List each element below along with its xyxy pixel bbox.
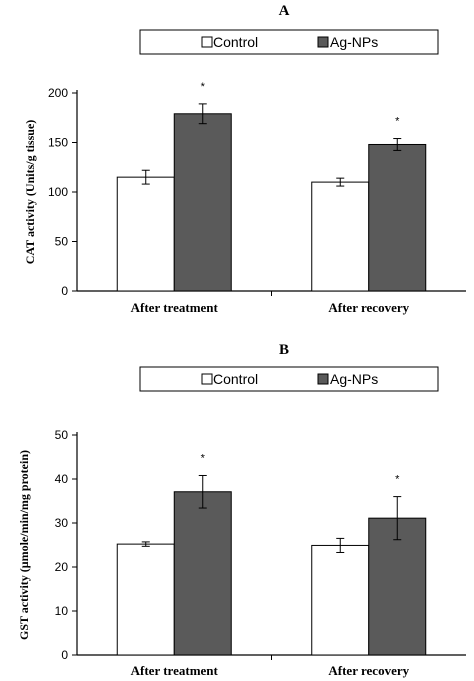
- y-tick-label: 0: [61, 648, 68, 662]
- significance-marker: *: [201, 81, 206, 93]
- significance-marker: *: [201, 452, 206, 464]
- legend-label: Ag-NPs: [330, 371, 378, 387]
- x-category-label: After treatment: [131, 300, 219, 315]
- bar-control: [116, 543, 175, 656]
- legend: Control Ag-NPs: [139, 366, 439, 392]
- x-category-label: After recovery: [328, 663, 409, 678]
- y-tick-label: 40: [55, 472, 69, 486]
- bar-ag-nps: [173, 491, 232, 656]
- legend-box: [139, 366, 439, 392]
- legend-box: [139, 29, 439, 55]
- y-tick-label: 30: [55, 516, 69, 530]
- x-category-label: After treatment: [131, 663, 219, 678]
- bar-ag-nps: [173, 113, 232, 292]
- legend-swatch: [317, 36, 329, 48]
- legend-swatch: [201, 373, 213, 385]
- x-category-label: After recovery: [328, 300, 409, 315]
- bar-control: [311, 544, 370, 656]
- legend: Control Ag-NPs: [139, 29, 439, 55]
- y-tick-label: 50: [55, 235, 69, 249]
- y-tick-label: 0: [61, 284, 68, 298]
- panel-title: A: [279, 3, 290, 19]
- y-tick-label: 50: [55, 428, 69, 442]
- bar-control: [311, 181, 370, 292]
- legend-swatch: [317, 373, 329, 385]
- legend-label: Control: [213, 34, 258, 50]
- y-axis-label: GST activity (μmole/min/mg protein): [17, 450, 31, 640]
- bar-ag-nps: [368, 143, 427, 292]
- legend-label: Control: [213, 371, 258, 387]
- y-tick-label: 200: [48, 86, 68, 100]
- chart-panel-a: A Control Ag-NPs 0 50 100 150 200 CAT activity (…: [23, 3, 466, 315]
- chart-panel-b: B Control Ag-NPs 0 10 20 30 40 50 GST activity (μ…: [17, 342, 466, 678]
- significance-marker: *: [395, 116, 400, 128]
- bar-control: [116, 176, 175, 292]
- significance-marker: *: [395, 474, 400, 486]
- bar-ag-nps: [368, 517, 427, 656]
- y-tick-label: 10: [55, 604, 69, 618]
- panel-title: B: [279, 342, 289, 358]
- y-tick-label: 150: [48, 136, 68, 150]
- y-tick-label: 100: [48, 185, 68, 199]
- legend-swatch: [201, 36, 213, 48]
- legend-label: Ag-NPs: [330, 34, 378, 50]
- y-tick-label: 20: [55, 560, 69, 574]
- y-axis-label: CAT activity (Units/g tissue): [23, 120, 37, 265]
